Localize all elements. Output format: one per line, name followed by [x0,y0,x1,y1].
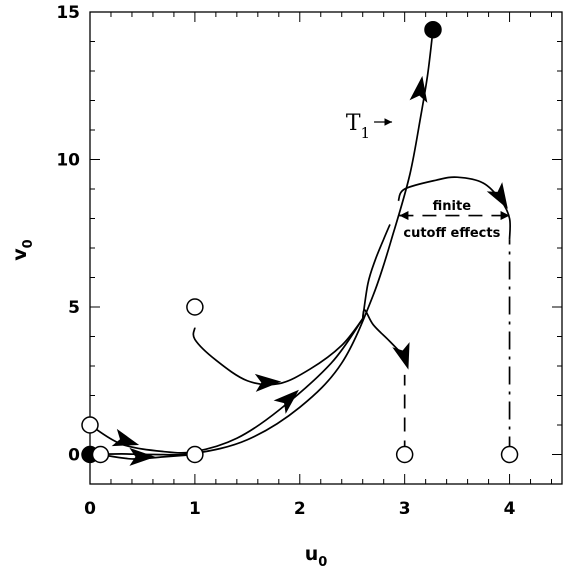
flow-arrowhead-4 [273,389,299,414]
open-marker-3 [91,445,110,464]
y-tick-label: 0 [68,446,80,466]
trajectory-label: T1 [346,111,370,142]
flow-arrowhead-3 [254,373,282,392]
cutoff-annotation-2: cutoff effects [403,226,500,241]
y-tick-label: 5 [68,298,80,318]
open-marker-5 [186,298,204,316]
cutoff-annotation-1: finite [433,199,472,214]
flow-arrowhead-6 [392,342,410,370]
open-marker-6 [395,445,414,464]
x-tick-label: 2 [294,499,306,519]
axis-ticks [89,11,562,485]
flow-curve-2 [89,318,364,454]
flow-curve-1 [89,29,434,456]
y-tick-label: 10 [56,151,80,171]
y-axis-label: v0 [9,239,36,260]
flow-curve-6 [361,309,401,352]
annotations: T1 finite cutoff effects [346,111,501,241]
flow-curve-5 [361,224,391,319]
open-marker-2 [81,416,99,434]
flow-arrowhead-5 [409,75,428,103]
x-tick-label: 4 [504,499,516,519]
x-tick-label: 0 [84,499,96,519]
tick-labels: 0 1 2 3 4 0 5 10 15 [56,3,515,519]
x-tick-label: 3 [399,499,411,519]
flow-curve-4 [192,318,364,386]
open-marker-7 [500,445,519,464]
flow-arrows [111,75,508,466]
flow-arrowhead-2 [129,447,156,466]
y-tick-label: 15 [56,3,80,23]
open-marker-4 [186,445,204,464]
x-tick-label: 1 [189,499,201,519]
flow-curves [89,29,512,460]
filled-marker-8 [424,20,442,39]
fixed-point-markers [81,20,519,464]
flow-arrowhead-7 [486,182,508,209]
x-axis-label: u0 [305,543,328,570]
flow-arrowhead-1 [111,428,140,447]
plot-frame [89,11,563,485]
